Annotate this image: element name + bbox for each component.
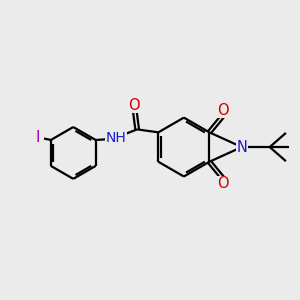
Text: I: I (36, 130, 40, 146)
Text: N: N (236, 140, 247, 154)
Text: NH: NH (106, 130, 126, 145)
Text: O: O (128, 98, 140, 113)
Text: O: O (218, 176, 229, 191)
Text: O: O (218, 103, 229, 118)
